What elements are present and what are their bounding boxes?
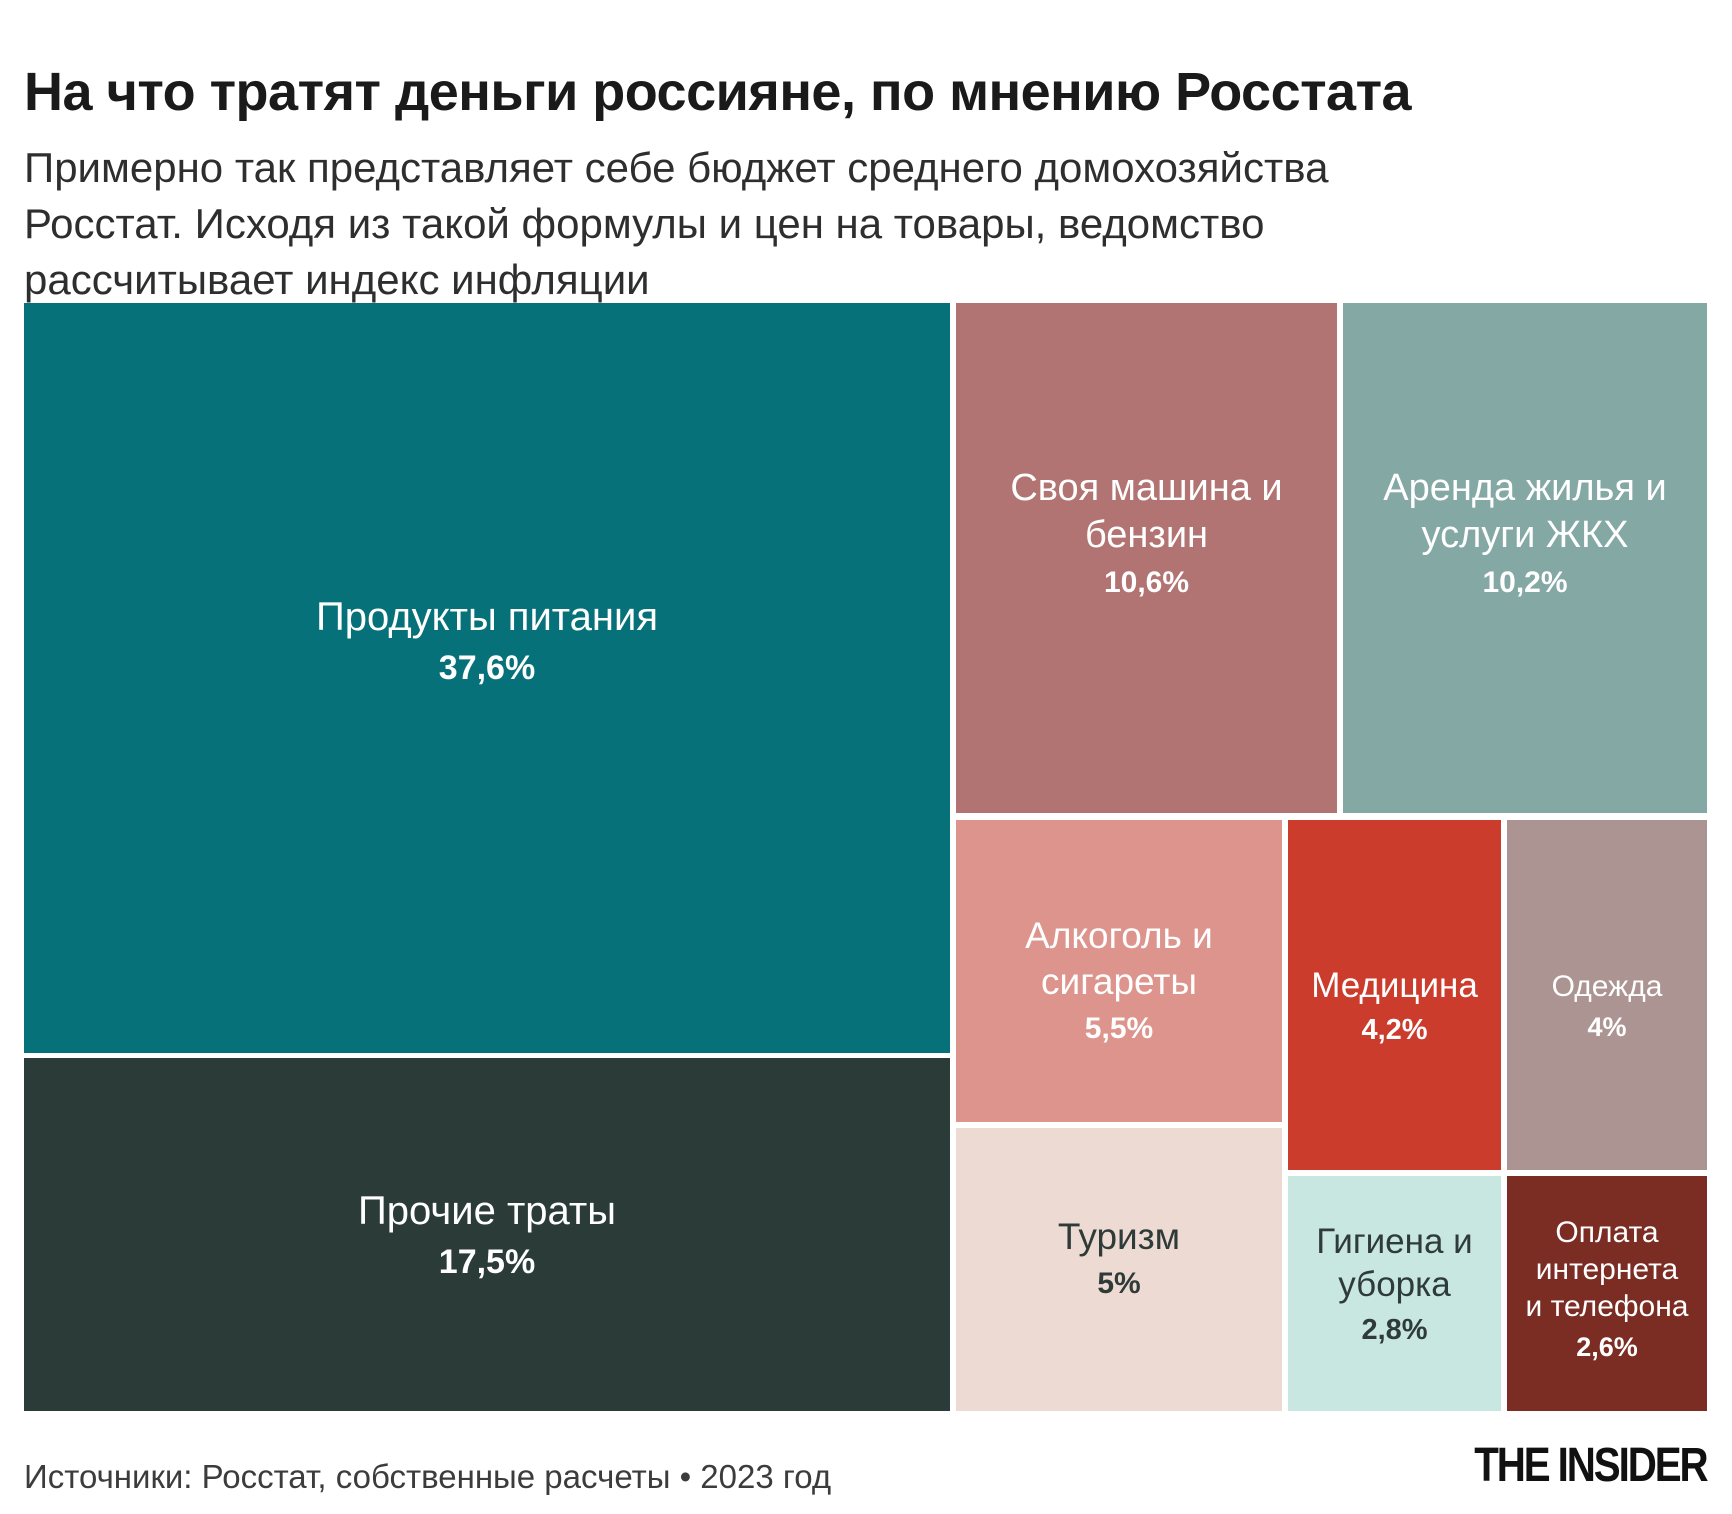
- tile-value-rent-utilities: 10,2%: [1482, 565, 1568, 599]
- tile-label-food: Продукты питания 37,6%: [24, 592, 950, 688]
- tile-name-internet-phone: Оплата интернета и телефона: [1525, 1215, 1689, 1324]
- treemap-tile-hygiene-cleaning: Гигиена и уборка 2,8%: [1288, 1176, 1501, 1411]
- tile-label-medicine: Медицина 4,2%: [1288, 963, 1501, 1047]
- tile-name-car-fuel: Своя машина и бензин: [1010, 466, 1283, 556]
- tile-label-rent-utilities: Аренда жилья и услуги ЖКХ 10,2%: [1343, 464, 1707, 600]
- tile-label-internet-phone: Оплата интернета и телефона 2,6%: [1507, 1214, 1707, 1364]
- tile-value-other-spending: 17,5%: [438, 1242, 536, 1281]
- treemap-tile-other-spending: Прочие траты 17,5%: [24, 1058, 950, 1411]
- tile-value-hygiene-cleaning: 2,8%: [1361, 1314, 1428, 1347]
- treemap-tile-rent-utilities: Аренда жилья и услуги ЖКХ 10,2%: [1343, 303, 1707, 813]
- tile-label-clothing: Одежда 4%: [1507, 968, 1707, 1044]
- tile-value-car-fuel: 10,6%: [1103, 565, 1190, 599]
- publisher-logo: THE INSIDER: [1474, 1439, 1709, 1492]
- tile-label-hygiene-cleaning: Гигиена и уборка 2,8%: [1288, 1220, 1501, 1348]
- treemap-tile-internet-phone: Оплата интернета и телефона 2,6%: [1507, 1176, 1707, 1411]
- tile-label-tourism: Туризм 5%: [956, 1214, 1282, 1302]
- tile-value-alcohol-cigarettes: 5,5%: [1084, 1011, 1154, 1045]
- tile-value-food: 37,6%: [438, 648, 536, 687]
- tile-label-alcohol-cigarettes: Алкоголь и сигареты 5,5%: [956, 913, 1282, 1047]
- tile-value-clothing: 4%: [1587, 1011, 1627, 1042]
- tile-name-hygiene-cleaning: Гигиена и уборка: [1316, 1222, 1473, 1305]
- treemap-tile-alcohol-cigarettes: Алкоголь и сигареты 5,5%: [956, 820, 1282, 1122]
- tile-value-tourism: 5%: [1097, 1267, 1141, 1301]
- treemap-tile-tourism: Туризм 5%: [956, 1128, 1282, 1411]
- tile-label-car-fuel: Своя машина и бензин 10,6%: [956, 464, 1337, 600]
- tile-name-rent-utilities: Аренда жилья и услуги ЖКХ: [1383, 466, 1667, 556]
- tile-value-internet-phone: 2,6%: [1576, 1332, 1638, 1363]
- tile-value-medicine: 4,2%: [1361, 1013, 1428, 1046]
- page-title: На что тратят деньги россияне, по мнению…: [24, 62, 1412, 123]
- tile-name-medicine: Медицина: [1311, 965, 1478, 1005]
- page-subtitle: Примерно так представляет себе бюджет ср…: [24, 144, 1329, 303]
- treemap-tile-car-fuel: Своя машина и бензин 10,6%: [956, 303, 1337, 813]
- tile-label-other-spending: Прочие траты 17,5%: [24, 1186, 950, 1282]
- tile-name-other-spending: Прочие траты: [358, 1188, 616, 1233]
- treemap-tile-clothing: Одежда 4%: [1507, 820, 1707, 1170]
- source-note: Источники: Росстат, собственные расчеты …: [24, 1458, 832, 1495]
- tile-name-alcohol-cigarettes: Алкоголь и сигареты: [1025, 915, 1213, 1003]
- treemap-tile-medicine: Медицина 4,2%: [1288, 820, 1501, 1170]
- tile-name-food: Продукты питания: [315, 594, 659, 639]
- treemap-tile-food: Продукты питания 37,6%: [24, 303, 950, 1053]
- tile-name-tourism: Туризм: [1057, 1216, 1181, 1258]
- tile-name-clothing: Одежда: [1551, 969, 1663, 1003]
